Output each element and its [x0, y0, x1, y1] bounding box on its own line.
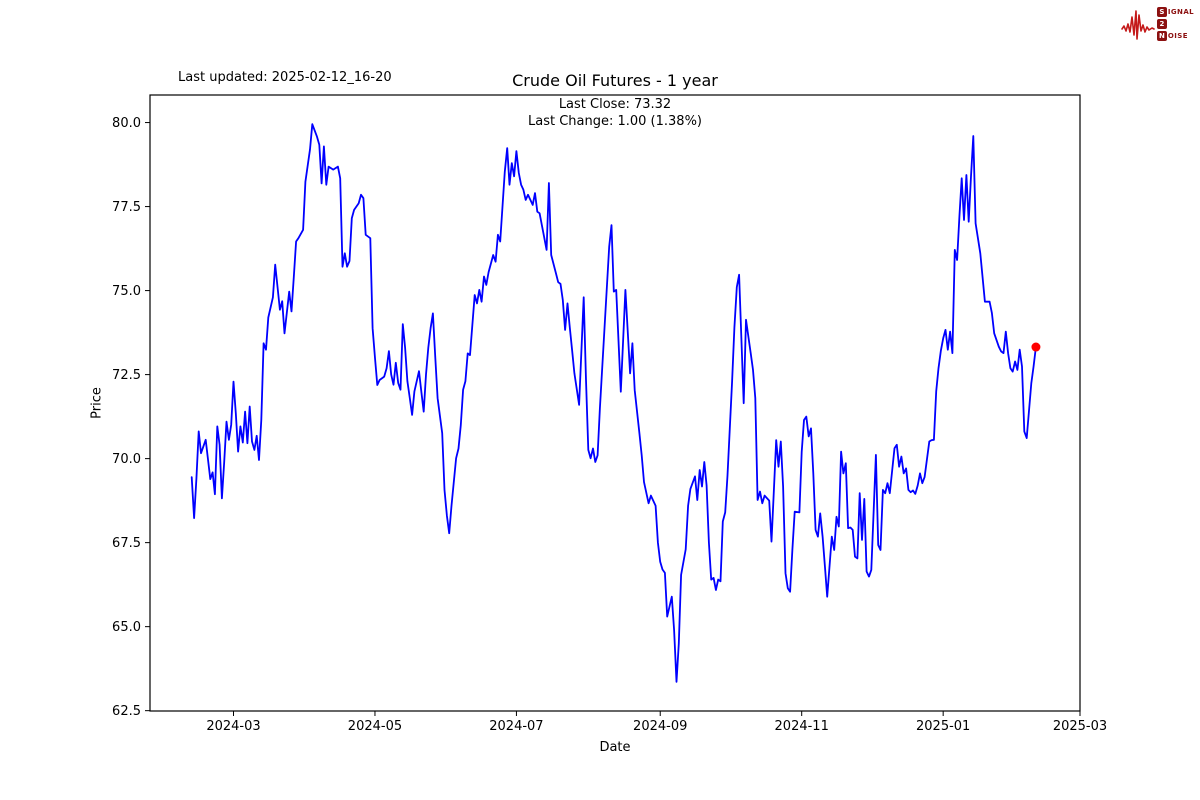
signal2noise-logo: S IGNAL 2 N OISE: [1121, 4, 1194, 44]
chart-title: Crude Oil Futures - 1 year: [512, 71, 718, 90]
y-tick-label: 72.5: [112, 368, 141, 383]
x-tick-label: 2024-07: [489, 719, 543, 734]
logo-letter-s: S: [1156, 7, 1167, 17]
last-change-label: Last Change: 1.00 (1.38%): [527, 114, 702, 129]
x-tick-label: 2024-11: [775, 719, 829, 734]
last-updated-label: Last updated: 2025-02-12_16-20: [178, 70, 392, 85]
x-axis-label: Date: [599, 740, 631, 755]
x-tick-label: 2025-03: [1053, 719, 1107, 734]
waveform-icon: [1121, 10, 1155, 40]
logo-row-noise: N OISE: [1156, 31, 1194, 42]
x-tick-label: 2024-05: [348, 719, 402, 734]
y-tick-label: 62.5: [112, 704, 141, 719]
logo-letter-n: N: [1156, 31, 1167, 41]
y-tick-label: 65.0: [112, 620, 141, 635]
logo-letter-2: 2: [1156, 19, 1167, 29]
plot-border: [149, 94, 1081, 712]
y-tick-label: 67.5: [112, 536, 141, 551]
y-axis-label: Price: [89, 387, 105, 419]
x-tick-label: 2024-09: [633, 719, 687, 734]
y-tick-label: 70.0: [112, 452, 141, 467]
x-tick-label: 2024-03: [206, 719, 260, 734]
logo-text: S IGNAL 2 N OISE: [1156, 7, 1194, 42]
logo-row-2: 2: [1156, 19, 1194, 30]
last-close-marker: [1031, 342, 1041, 352]
annotation: Last Close: 73.32 Last Change: 1.00 (1.3…: [150, 96, 1080, 130]
logo-row-signal: S IGNAL: [1156, 7, 1194, 18]
y-tick-label: 75.0: [112, 284, 141, 299]
y-tick-label: 77.5: [112, 200, 141, 215]
x-tick-label: 2025-01: [916, 719, 970, 734]
price-line: [190, 123, 1037, 683]
last-close-label: Last Close: 73.32: [558, 97, 672, 112]
y-tick-label: 80.0: [112, 116, 141, 131]
